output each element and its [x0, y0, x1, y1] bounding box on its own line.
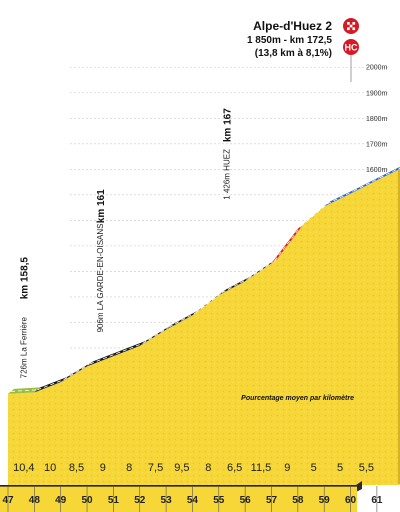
x-axis-band — [0, 486, 357, 512]
x-tick-label: 50 — [81, 495, 93, 506]
road-segment — [8, 387, 41, 394]
chart-title: Alpe-d'Huez 2 — [253, 19, 332, 33]
y-tick-label: 1800m — [366, 116, 388, 123]
x-tick-label: 60 — [345, 495, 357, 506]
waypoint-km: km 167 — [222, 108, 233, 142]
gradient-label: 7,5 — [148, 462, 163, 474]
x-tick-label: 57 — [266, 495, 278, 506]
waypoints: 726m La Ferrière km 158,5 906m LA GARDE-EN… — [19, 108, 233, 379]
x-tick-label: 54 — [187, 495, 199, 506]
waypoint: 726m La Ferrière km 158,5 — [19, 257, 30, 379]
x-tick-label: 53 — [161, 495, 173, 506]
x-tick-label: 51 — [108, 495, 120, 506]
x-tick-label: 47 — [2, 495, 14, 506]
gradient-label: 9 — [100, 462, 106, 474]
x-tick-label: 56 — [240, 495, 252, 506]
gradient-label: 5,5 — [359, 462, 374, 474]
gradient-labels: 10,4 10 8,5 9 8 7,5 9,5 8 6,5 11,5 9 5 5 5,5 — [13, 462, 374, 474]
gradient-label: 10 — [44, 462, 56, 474]
profile-side — [397, 168, 400, 485]
gradient-label: 6,5 — [227, 462, 242, 474]
waypoint-km: km 158,5 — [19, 257, 30, 300]
gradient-label: 8,5 — [69, 462, 84, 474]
road-centerline — [63, 363, 91, 380]
gradient-label: 5 — [311, 462, 317, 474]
category-badge-text: HC — [345, 43, 358, 53]
x-tick-label: 49 — [55, 495, 67, 506]
road-centerline — [10, 389, 38, 392]
y-tick-label: 1900m — [366, 90, 388, 97]
gradient-label: 10,4 — [13, 462, 34, 474]
gradient-label: 8 — [126, 462, 132, 474]
road-centerline — [353, 177, 381, 192]
finish-block: Alpe-d'Huez 2 1 850m - km 172,5 (13,8 km… — [247, 18, 359, 82]
profile-fill — [8, 169, 398, 486]
x-tick-label: 52 — [134, 495, 146, 506]
road-centerline — [116, 343, 143, 354]
road-centerline — [168, 312, 196, 328]
road-centerline — [89, 353, 117, 365]
road-centerline — [221, 278, 249, 293]
x-tick-label: 58 — [292, 495, 304, 506]
gradient-label: 9 — [284, 462, 290, 474]
finish-flag-icon — [343, 18, 359, 34]
waypoint: 1 426m HUEZ km 167 — [222, 108, 233, 200]
finish-altitude-km: 1 850m - km 172,5 — [247, 35, 332, 46]
y-tick-label: 1700m — [366, 141, 388, 148]
profile-area — [8, 168, 400, 486]
road-centerline — [37, 379, 64, 391]
climb-length-gradient: (13,8 km à 8,1%) — [255, 48, 332, 59]
road-centerline — [327, 190, 354, 205]
x-tick-label: 55 — [213, 495, 225, 506]
road-centerline — [379, 167, 400, 179]
road-centerline — [274, 226, 302, 261]
y-tick-label: 2000m — [366, 65, 388, 72]
gradient-label: 8 — [205, 462, 211, 474]
gradient-note: Pourcentage moyen par kilomètre — [241, 395, 354, 402]
road-line — [8, 166, 400, 394]
gradient-label: 5 — [337, 462, 343, 474]
waypoint-km: km 161 — [96, 189, 107, 223]
road-centerline — [142, 326, 170, 344]
road-centerline — [195, 292, 223, 314]
waypoint-name: 906m LA GARDE-EN-OISANS — [96, 224, 105, 333]
x-axis: 47 48 49 50 51 52 53 54 55 56 57 58 59 60 61 — [0, 481, 383, 512]
road-centerline — [300, 203, 328, 227]
gradient-label: 11,5 — [251, 462, 272, 474]
category-badge: HC — [343, 39, 359, 55]
waypoint-name: 726m La Ferrière — [19, 316, 28, 378]
road-centerline — [247, 260, 275, 279]
x-tick-label: 59 — [319, 495, 331, 506]
x-tick-label: 48 — [29, 495, 41, 506]
y-tick-label: 1600m — [366, 167, 388, 174]
gradient-label: 9,5 — [174, 462, 189, 474]
x-tick-label: 61 — [371, 495, 383, 506]
waypoint-name: 1 426m HUEZ — [222, 149, 231, 200]
